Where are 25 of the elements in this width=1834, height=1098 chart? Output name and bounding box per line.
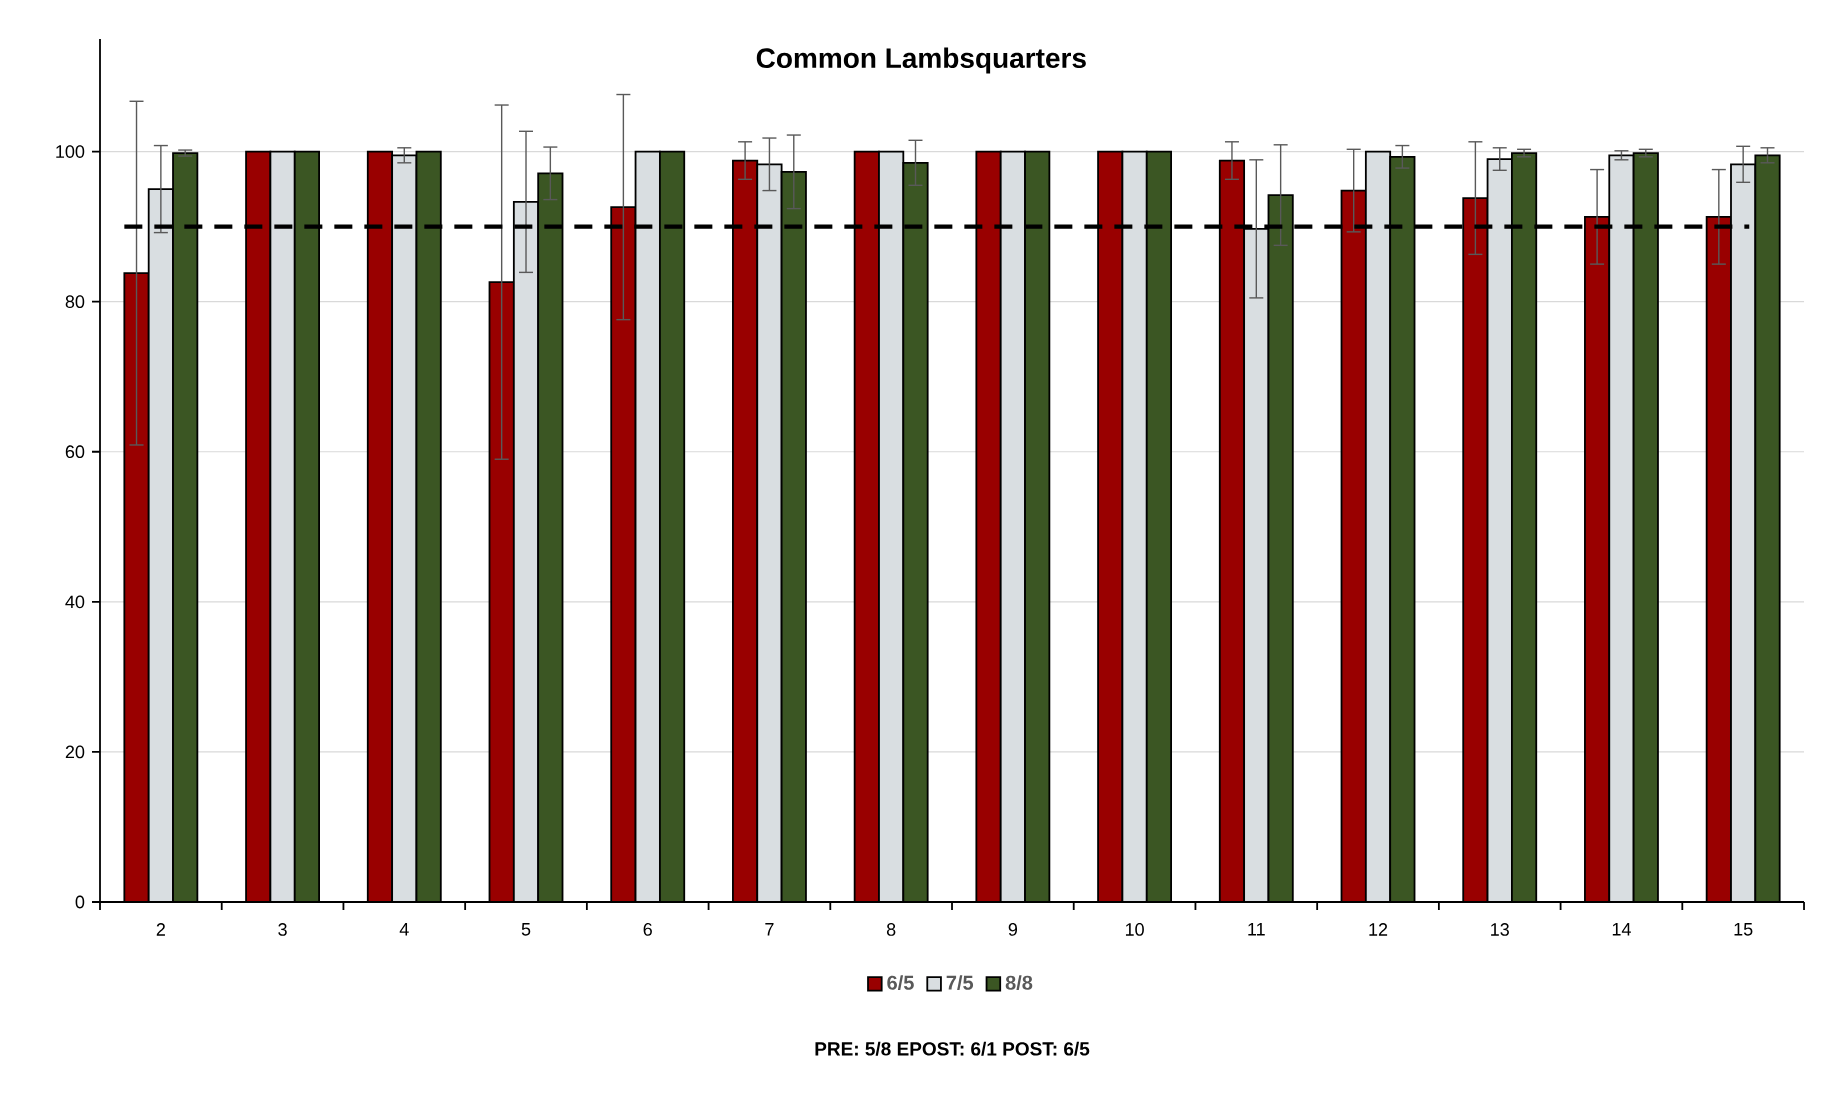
x-tick-label: 11 [1248, 923, 1265, 936]
x-tick-label: 8 [886, 923, 896, 936]
x-tick-label: 12 [1369, 923, 1388, 936]
y-tick-label: 80 [65, 295, 85, 309]
x-tick-label: 13 [1491, 923, 1509, 936]
x-tick-label: 14 [1612, 923, 1631, 936]
x-tick-label: 4 [399, 923, 409, 936]
y-tick-label: 60 [65, 445, 85, 459]
text: PRE: 5/8 EPOST: 6/1 POST: 6/5 [815, 1041, 1090, 1056]
x-tick-label: 3 [278, 923, 287, 936]
y-tick-label: 20 [65, 745, 85, 759]
chart-title: Common Lambsquarters [756, 47, 1086, 74]
y-tick-label: 0 [75, 895, 85, 909]
x-tick-label: 10 [1125, 923, 1144, 936]
legend-label: 8/8 [1005, 975, 1033, 991]
x-tick-label: 9 [1008, 923, 1018, 936]
legend-label: 7/5 [946, 975, 974, 991]
x-tick-label: 7 [765, 923, 774, 936]
x-tick-label: 2 [156, 923, 165, 936]
x-tick-label: 15 [1734, 923, 1753, 936]
x-tick-label: 5 [521, 923, 531, 936]
x-tick-label: 6 [643, 923, 652, 936]
y-tick-label: 100 [56, 145, 85, 158]
legend-label: 6/5 [887, 975, 914, 991]
y-tick-label: 40 [65, 595, 85, 609]
